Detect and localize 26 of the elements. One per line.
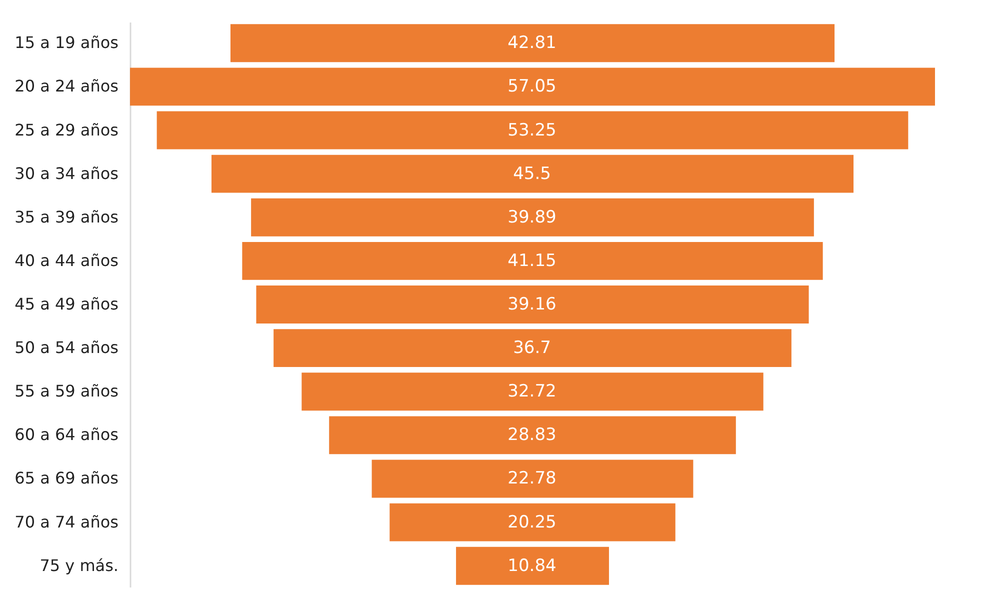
data-label: 53.25 (508, 120, 556, 140)
data-label: 45.5 (513, 164, 551, 184)
category-label: 60 a 64 años (14, 425, 118, 444)
data-label: 32.72 (508, 382, 556, 402)
data-label: 57.05 (508, 76, 556, 97)
category-label: 55 a 59 años (14, 382, 118, 401)
category-label: 50 a 54 años (14, 338, 118, 358)
data-label: 20.25 (508, 512, 556, 532)
data-label: 10.84 (508, 556, 556, 576)
category-label: 35 a 39 años (14, 207, 118, 226)
data-label: 39.16 (508, 294, 556, 314)
category-label: 25 a 29 años (14, 120, 118, 140)
data-label: 28.83 (508, 425, 556, 446)
data-label: 42.81 (508, 33, 556, 54)
data-label: 39.89 (508, 207, 556, 228)
data-label: 36.7 (513, 338, 551, 358)
category-label: 15 a 19 años (14, 33, 118, 52)
data-label: 41.15 (508, 250, 556, 271)
category-label: 20 a 24 años (14, 76, 118, 96)
category-label: 30 a 34 años (14, 164, 118, 183)
category-label: 70 a 74 años (14, 512, 118, 532)
category-label: 40 a 44 años (14, 250, 118, 270)
data-label: 22.78 (508, 468, 556, 489)
category-label: 45 a 49 años (14, 294, 118, 314)
category-label: 65 a 69 años (14, 468, 118, 488)
category-label: 75 y más. (40, 556, 118, 575)
